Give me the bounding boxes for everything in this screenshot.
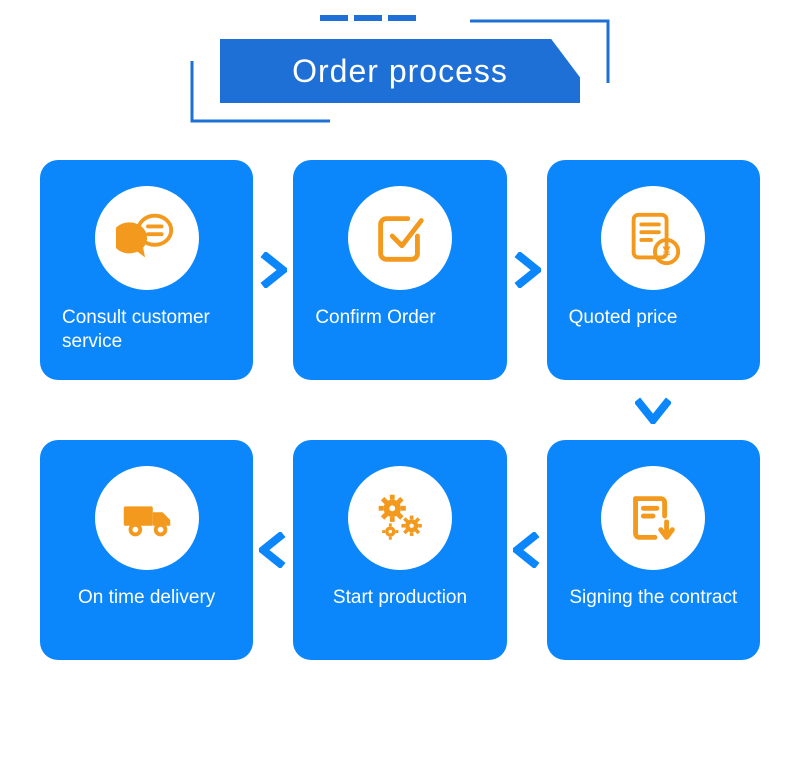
step-production: Start production [293,440,506,660]
arrow-down-icon [547,380,760,440]
contract-download-icon [601,466,705,570]
check-box-icon [348,186,452,290]
header-banner-container: Order process [190,15,610,125]
step-label: Consult customer service [54,306,239,354]
step-consult: Consult customer service [40,160,253,380]
header-banner: Order process [220,39,580,103]
process-flow: Consult customer service Confirm Order [40,160,760,660]
chat-bubbles-icon [95,186,199,290]
step-label: Confirm Order [307,306,492,330]
step-confirm: Confirm Order [293,160,506,380]
step-quote: ¥ Quoted price [547,160,760,380]
step-label: Quoted price [561,306,746,330]
arrow-left-icon [253,440,293,660]
truck-icon [95,466,199,570]
gears-icon [348,466,452,570]
step-contract: Signing the contract [547,440,760,660]
arrow-right-icon [253,160,293,380]
arrow-right-icon [507,160,547,380]
page-title: Order process [292,53,508,90]
svg-text:¥: ¥ [663,244,672,260]
step-label: Signing the contract [561,586,746,610]
step-label: Start production [307,586,492,610]
step-label: On time delivery [54,586,239,610]
step-delivery: On time delivery [40,440,253,660]
price-quote-icon: ¥ [601,186,705,290]
arrow-left-icon [507,440,547,660]
